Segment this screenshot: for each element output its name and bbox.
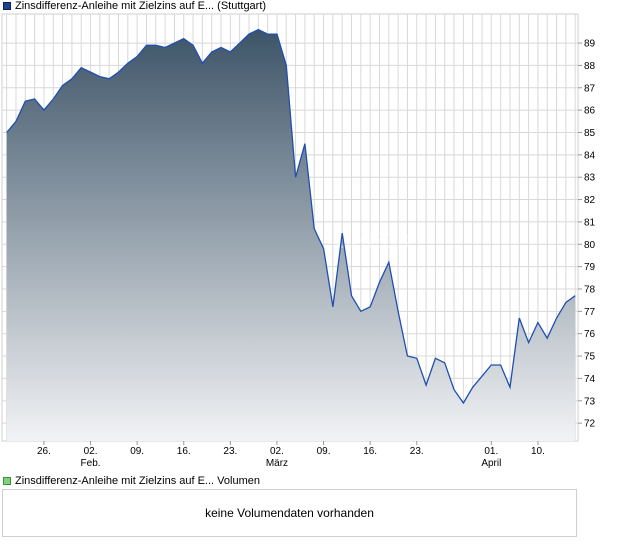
y-tick-label: 85 [584, 128, 596, 139]
y-tick-label: 80 [584, 240, 596, 251]
x-month-label: März [266, 458, 288, 469]
x-tick-label: 10. [531, 446, 545, 457]
y-tick-label: 72 [584, 419, 596, 430]
x-month-label: April [481, 458, 501, 469]
x-tick-label: 09. [130, 446, 144, 457]
x-tick-label: 09. [317, 446, 331, 457]
y-tick-label: 81 [584, 217, 596, 228]
price-line [6, 28, 576, 405]
x-tick-label: 23. [223, 446, 237, 457]
y-tick-label: 77 [584, 307, 596, 318]
x-tick-label: 26. [37, 446, 51, 457]
volume-panel: keine Volumendaten vorhanden [2, 489, 577, 537]
volume-legend: Zinsdifferenz-Anleihe mit Zielzins auf E… [3, 475, 260, 487]
y-tick-label: 82 [584, 195, 596, 206]
price-chart: CHECK 72 73 74 75 76 77 78 79 80 81 82 83 84 85 86 87 88… [1, 13, 596, 469]
y-tick-label: 84 [584, 150, 596, 161]
x-tick-label: 01. [484, 446, 498, 457]
x-tick-label: 23. [410, 446, 424, 457]
price-legend: Zinsdifferenz-Anleihe mit Zielzins auf E… [3, 0, 266, 12]
x-tick-label: 02. [270, 446, 284, 457]
y-tick-label: 76 [584, 329, 596, 340]
x-tick-label: 16. [177, 446, 191, 457]
volume-empty-message: keine Volumendaten vorhanden [205, 506, 374, 520]
y-tick-label: 75 [584, 352, 596, 363]
watermark-text: CHECK [335, 228, 415, 253]
y-tick-label: 78 [584, 284, 596, 295]
y-tick-label: 83 [584, 173, 596, 184]
x-tick-label: 02. [84, 446, 98, 457]
y-axis-ticks: 72 73 74 75 76 77 78 79 80 81 82 83 84 85 86 87 88 89 [578, 39, 596, 430]
y-tick-label: 79 [584, 262, 596, 273]
y-tick-label: 88 [584, 61, 596, 72]
x-month-label: Feb. [81, 458, 101, 469]
y-tick-label: 86 [584, 106, 596, 117]
price-legend-label: Zinsdifferenz-Anleihe mit Zielzins auf E… [15, 0, 267, 12]
y-tick-label: 89 [584, 39, 596, 50]
y-tick-label: 74 [584, 374, 596, 385]
price-legend-swatch [3, 2, 11, 10]
y-tick-label: 73 [584, 396, 596, 407]
volume-legend-label: Zinsdifferenz-Anleihe mit Zielzins auf E… [15, 475, 260, 487]
price-area [6, 29, 576, 441]
volume-legend-swatch [3, 477, 11, 485]
x-tick-label: 16. [363, 446, 377, 457]
y-tick-label: 87 [584, 83, 596, 94]
